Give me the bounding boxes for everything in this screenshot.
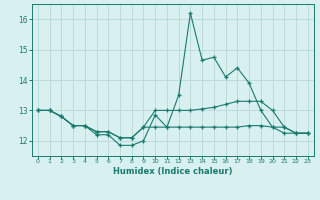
X-axis label: Humidex (Indice chaleur): Humidex (Indice chaleur) bbox=[113, 167, 233, 176]
